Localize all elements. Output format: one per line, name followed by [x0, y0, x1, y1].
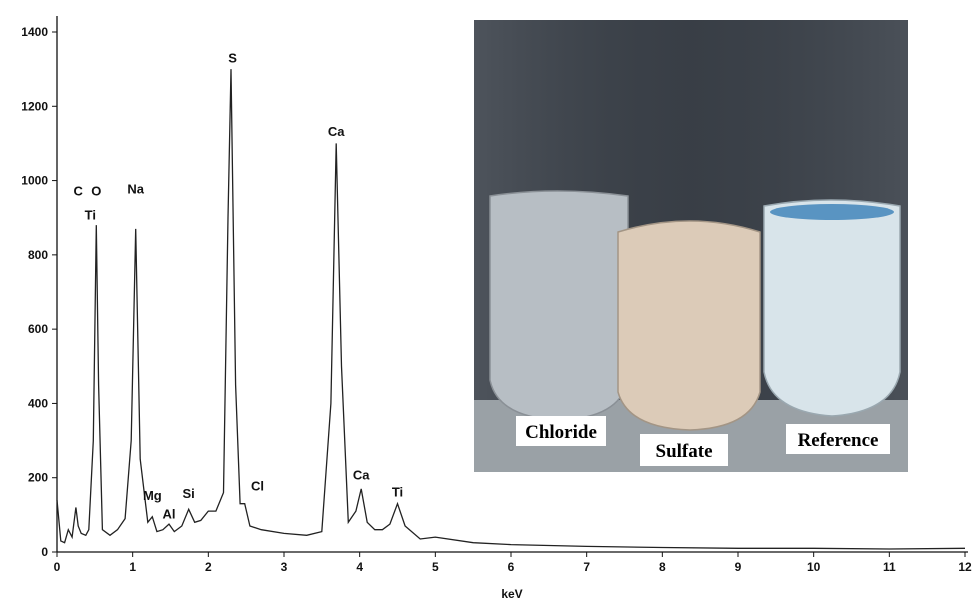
- y-tick-label: 200: [28, 471, 48, 485]
- peak-label: Si: [183, 486, 195, 501]
- x-tick-label: 11: [883, 560, 896, 574]
- spectrum-line: [56, 69, 966, 550]
- y-tick-label: 1200: [21, 99, 48, 113]
- peak-label: O: [91, 183, 101, 198]
- x-tick-label: 0: [54, 560, 61, 574]
- x-tick-label: 4: [356, 560, 363, 574]
- ticks: 0 1 2 3 4 5 6 7 8 9 10 11 12020040060080010001200140…: [21, 25, 972, 574]
- peak-label: Cl: [251, 479, 264, 494]
- x-tick-label: 2: [205, 560, 212, 574]
- vial-sulfate: [617, 220, 761, 431]
- x-tick-label: 1: [129, 560, 136, 574]
- y-tick-label: 1000: [21, 174, 48, 188]
- inset-photo: Chloride Sulfate Reference: [474, 20, 908, 472]
- y-tick-label: 0: [41, 545, 48, 559]
- x-tick-label: 5: [432, 560, 439, 574]
- peak-label: S: [228, 50, 237, 65]
- x-tick-label: 8: [659, 560, 666, 574]
- peak-label: Ti: [85, 208, 96, 223]
- vial-label-sulfate: Sulfate: [656, 441, 713, 462]
- vial-label-chloride: Chloride: [525, 422, 597, 443]
- x-tick-label: 6: [508, 560, 515, 574]
- y-tick-label: 600: [28, 322, 48, 336]
- peak-label: C: [73, 183, 83, 198]
- x-axis-title: keV: [501, 587, 522, 600]
- peak-label: Na: [127, 182, 144, 197]
- y-tick-label: 1400: [21, 25, 48, 39]
- label-bg-sulfate: [640, 434, 728, 466]
- peak-label: Ca: [328, 124, 345, 139]
- peak-label: Mg: [143, 488, 162, 503]
- x-tick-label: 12: [958, 560, 972, 574]
- vial-chloride: [489, 190, 629, 421]
- x-tick-label: 3: [281, 560, 288, 574]
- label-bg-chloride: [516, 416, 606, 446]
- reference-meniscus: [770, 204, 894, 220]
- vial-label-reference: Reference: [798, 430, 879, 451]
- peak-label: Ca: [353, 468, 370, 483]
- y-tick-label: 800: [28, 248, 48, 262]
- vial-reference: [763, 199, 901, 417]
- y-tick-label: 400: [28, 396, 48, 410]
- label-bg-reference: [786, 424, 890, 454]
- peak-label: Al: [162, 507, 175, 522]
- x-tick-label: 9: [735, 560, 742, 574]
- x-tick-label: 10: [807, 560, 821, 574]
- x-tick-label: 7: [583, 560, 590, 574]
- peak-label: Ti: [392, 484, 403, 499]
